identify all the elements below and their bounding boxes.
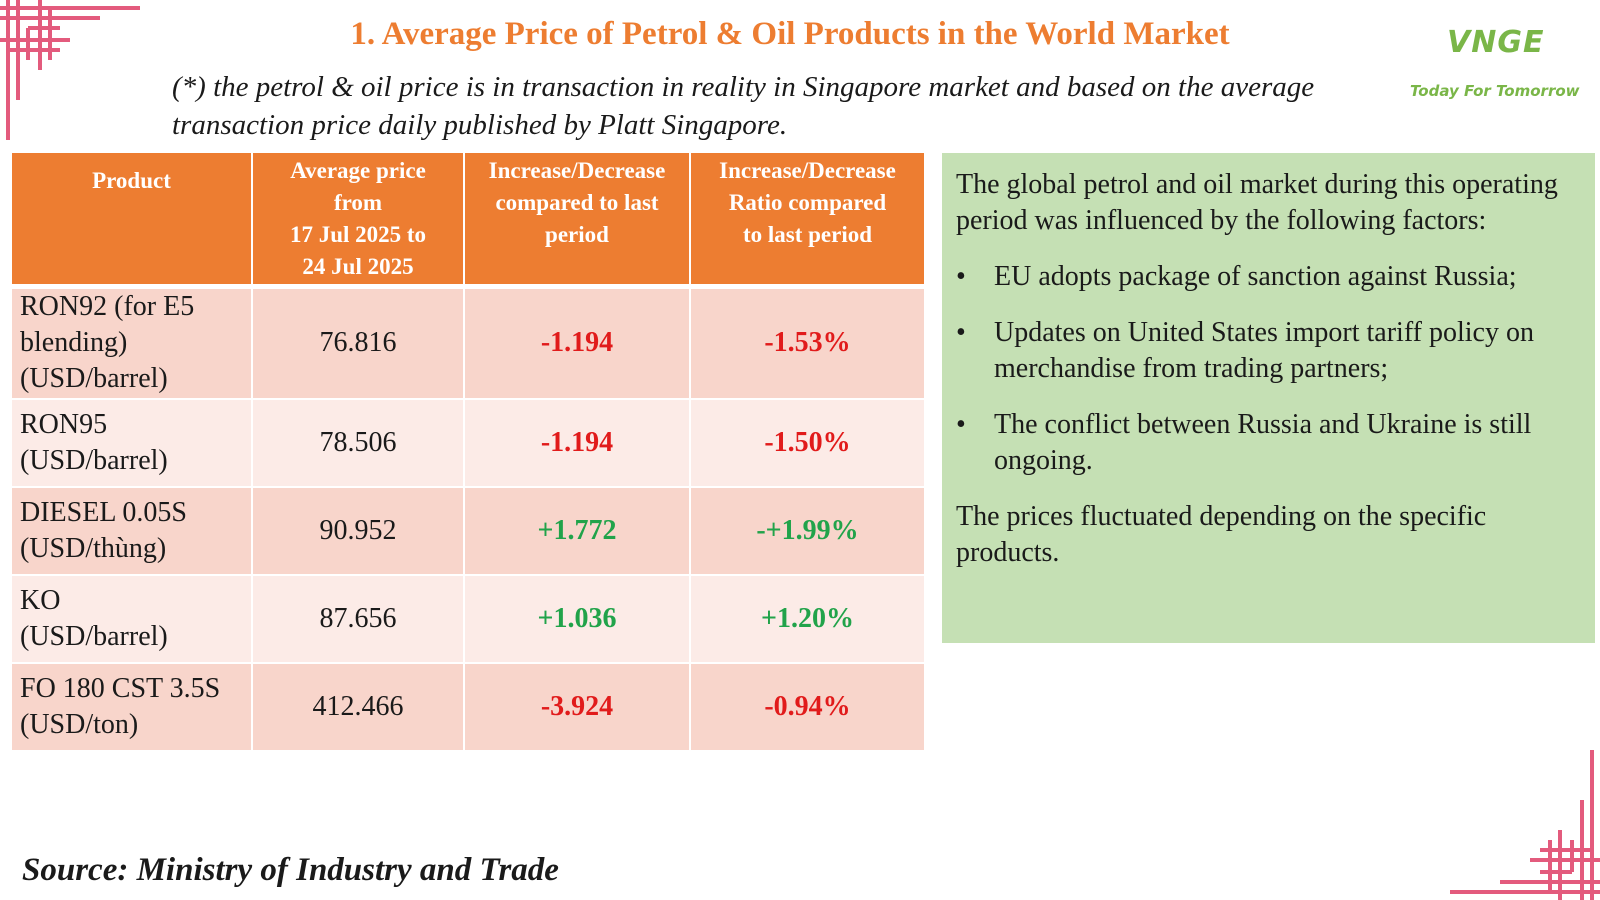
price-change: -3.924	[464, 663, 691, 752]
price-change-ratio: -0.94%	[690, 663, 924, 752]
header-change-ratio: Increase/Decrease Ratio compared to last…	[690, 153, 924, 289]
source-note: Source: Ministry of Industry and Trade	[22, 852, 559, 888]
average-price: 90.952	[252, 487, 465, 576]
price-change: -1.194	[464, 286, 691, 400]
price-note-line-1: (*) the petrol & oil price is in transac…	[172, 71, 1315, 103]
corner-ornament-top-left	[0, 0, 140, 140]
product-name: DIESEL 0.05S (USD/thùng)	[12, 487, 253, 576]
table-row: DIESEL 0.05S (USD/thùng) 90.952 +1.772 -…	[12, 487, 924, 576]
table-row: RON95 (USD/barrel) 78.506 -1.194 -1.50%	[12, 399, 924, 488]
price-change: +1.036	[464, 575, 691, 664]
vnge-logo: VNGE Today For Tomorrow	[1405, 20, 1585, 110]
logo-mark: VNGE	[1447, 25, 1545, 60]
table-row: KO (USD/barrel) 87.656 +1.036 +1.20%	[12, 575, 924, 664]
header-change: Increase/Decrease compared to last perio…	[464, 153, 691, 289]
factor-text: EU adopts package of sanction against Ru…	[994, 261, 1517, 292]
table-header-row: Product Average price from 17 Jul 2025 t…	[12, 153, 924, 289]
price-change-ratio: -1.53%	[690, 286, 924, 400]
average-price: 76.816	[252, 286, 465, 400]
factor-text: Updates on United States import tariff p…	[994, 317, 1534, 384]
product-name: KO (USD/barrel)	[12, 575, 253, 664]
table-row: FO 180 CST 3.5S (USD/ton) 412.466 -3.924…	[12, 663, 924, 752]
price-change: +1.772	[464, 487, 691, 576]
price-change-ratio: -1.50%	[690, 399, 924, 488]
table-row: RON92 (for E5 blending) (USD/barrel) 76.…	[12, 286, 924, 400]
list-item: • EU adopts package of sanction against …	[956, 259, 1581, 295]
price-table: Product Average price from 17 Jul 2025 t…	[12, 153, 924, 752]
market-factors-panel: The global petrol and oil market during …	[942, 153, 1595, 643]
header-product: Product	[12, 153, 253, 289]
price-change-ratio: +1.20%	[690, 575, 924, 664]
price-change-ratio: -+1.99%	[690, 487, 924, 576]
product-name: RON92 (for E5 blending) (USD/barrel)	[12, 286, 253, 400]
factors-list: • EU adopts package of sanction against …	[956, 259, 1581, 479]
list-item: • The conflict between Russia and Ukrain…	[956, 407, 1581, 479]
page-title: 1. Average Price of Petrol & Oil Product…	[350, 16, 1230, 52]
bullet-icon: •	[956, 261, 966, 292]
price-change: -1.194	[464, 399, 691, 488]
factors-intro: The global petrol and oil market during …	[956, 169, 1558, 236]
corner-ornament-bottom-right	[1450, 750, 1600, 900]
logo-tagline: Today For Tomorrow	[1410, 82, 1580, 100]
product-name: RON95 (USD/barrel)	[12, 399, 253, 488]
average-price: 78.506	[252, 399, 465, 488]
product-name: FO 180 CST 3.5S (USD/ton)	[12, 663, 253, 752]
factors-conclusion: The prices fluctuated depending on the s…	[956, 501, 1487, 568]
price-note-line-2: transaction price daily published by Pla…	[172, 109, 788, 141]
header-average-price: Average price from 17 Jul 2025 to 24 Jul…	[252, 153, 465, 289]
average-price: 87.656	[252, 575, 465, 664]
bullet-icon: •	[956, 409, 966, 440]
bullet-icon: •	[956, 317, 966, 348]
factor-text: The conflict between Russia and Ukraine …	[994, 409, 1532, 476]
price-note: (*) the petrol & oil price is in transac…	[172, 68, 1402, 144]
list-item: • Updates on United States import tariff…	[956, 315, 1581, 387]
average-price: 412.466	[252, 663, 465, 752]
